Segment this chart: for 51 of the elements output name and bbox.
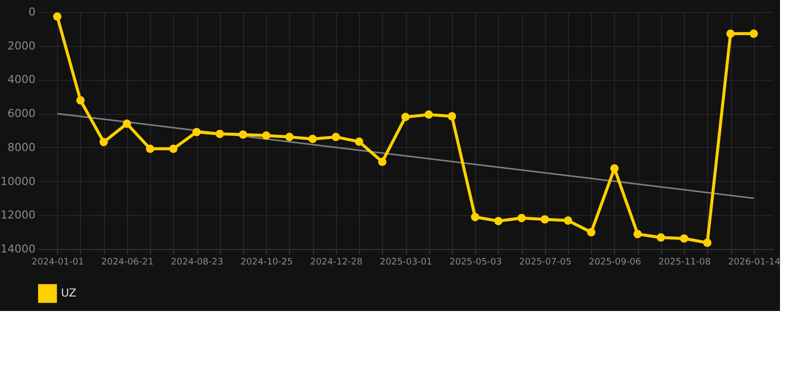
point (564, 216, 572, 225)
x-tick-label: 2025-03-01 (380, 258, 432, 268)
point (401, 112, 410, 122)
point (424, 110, 433, 119)
point (703, 238, 712, 247)
point (750, 29, 758, 38)
x-tick-label: 2024-08-23 (170, 258, 224, 268)
x-tick-label: 2025-11-08 (658, 258, 712, 268)
legend-label: UZ (61, 286, 77, 300)
x-tick-label: 2025-05-03 (449, 258, 502, 268)
point (587, 228, 596, 236)
y-tick-label: 14000 (0, 242, 36, 256)
y-tick-label: 4000 (8, 73, 36, 86)
y-tick-label: 12000 (0, 208, 36, 222)
point (53, 12, 62, 21)
point (100, 138, 108, 146)
point (216, 130, 224, 138)
point (680, 234, 688, 243)
x-tick-label: 2024-06-21 (101, 258, 154, 268)
point (448, 112, 456, 120)
x-tick-label: 2026-01-14 (728, 258, 781, 268)
y-tick-label: 10000 (0, 174, 36, 188)
point (192, 128, 201, 136)
point (517, 214, 526, 222)
y-tick-label: 2000 (8, 39, 36, 52)
point (633, 230, 642, 238)
point (332, 132, 340, 142)
point (262, 131, 270, 140)
x-tick-label: 2025-07-05 (519, 258, 572, 268)
y-tick-label: 0 (28, 6, 36, 18)
point (169, 144, 178, 153)
point (354, 138, 364, 146)
point (122, 120, 132, 128)
point (146, 144, 154, 153)
x-tick-label: 2025-09-06 (588, 258, 642, 268)
y-tick-label: 6000 (8, 107, 36, 120)
point (610, 164, 619, 173)
point (470, 212, 480, 222)
y-tick-label: 8000 (8, 140, 36, 154)
point (308, 134, 317, 144)
point (656, 233, 666, 242)
point (285, 132, 294, 142)
point (540, 215, 549, 224)
point (726, 29, 735, 38)
x-tick-label: 2024-10-25 (240, 258, 293, 268)
point (238, 130, 248, 139)
point (494, 216, 503, 226)
point (76, 96, 85, 105)
x-tick-label: 2024-12-28 (310, 258, 363, 268)
x-tick-label: 2024-01-01 (32, 258, 84, 268)
point (378, 158, 386, 166)
